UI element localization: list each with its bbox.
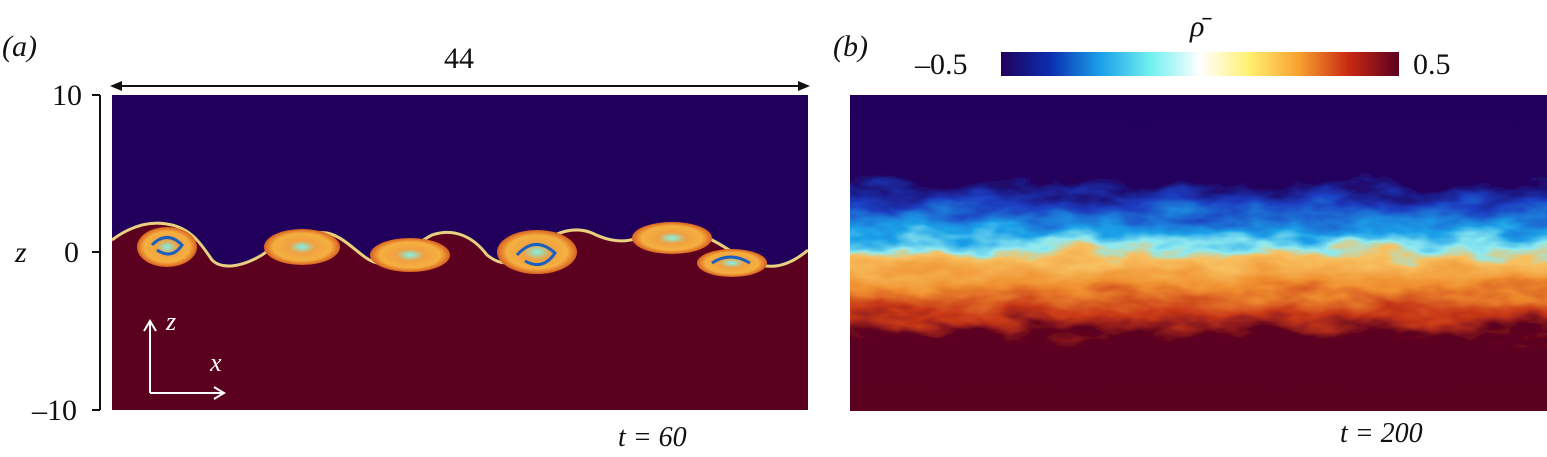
panel-a-density-field	[112, 95, 808, 410]
axes-inset-arrows	[143, 319, 226, 400]
panel-b-time-label: t = 200	[1340, 420, 1423, 448]
inset-x-label: x	[210, 348, 222, 377]
panel-a-time-text: t = 60	[618, 422, 687, 453]
panel-b-time-text: t = 200	[1340, 418, 1423, 449]
panel-b-density-field	[850, 95, 1547, 411]
y-axis-label: z	[15, 236, 27, 269]
width-arrow	[110, 81, 810, 91]
colorbar-max-label: 0.5	[1413, 48, 1451, 81]
y-tick-mid: 0	[64, 236, 79, 269]
colorbar-symbol: ρ̄	[1190, 10, 1205, 43]
panel-a-time-label: t = 60	[618, 424, 687, 452]
panel-a-label: (a)	[2, 30, 37, 63]
y-axis	[92, 94, 101, 411]
colorbar-min-label: –0.5	[915, 48, 968, 81]
y-tick-top: 10	[52, 79, 82, 112]
inset-z-label: z	[166, 307, 177, 336]
width-annotation: 44	[444, 42, 474, 75]
colorbar-gradient	[1001, 52, 1399, 76]
y-tick-bottom: –10	[32, 394, 77, 427]
panel-b-label: (b)	[833, 30, 868, 63]
